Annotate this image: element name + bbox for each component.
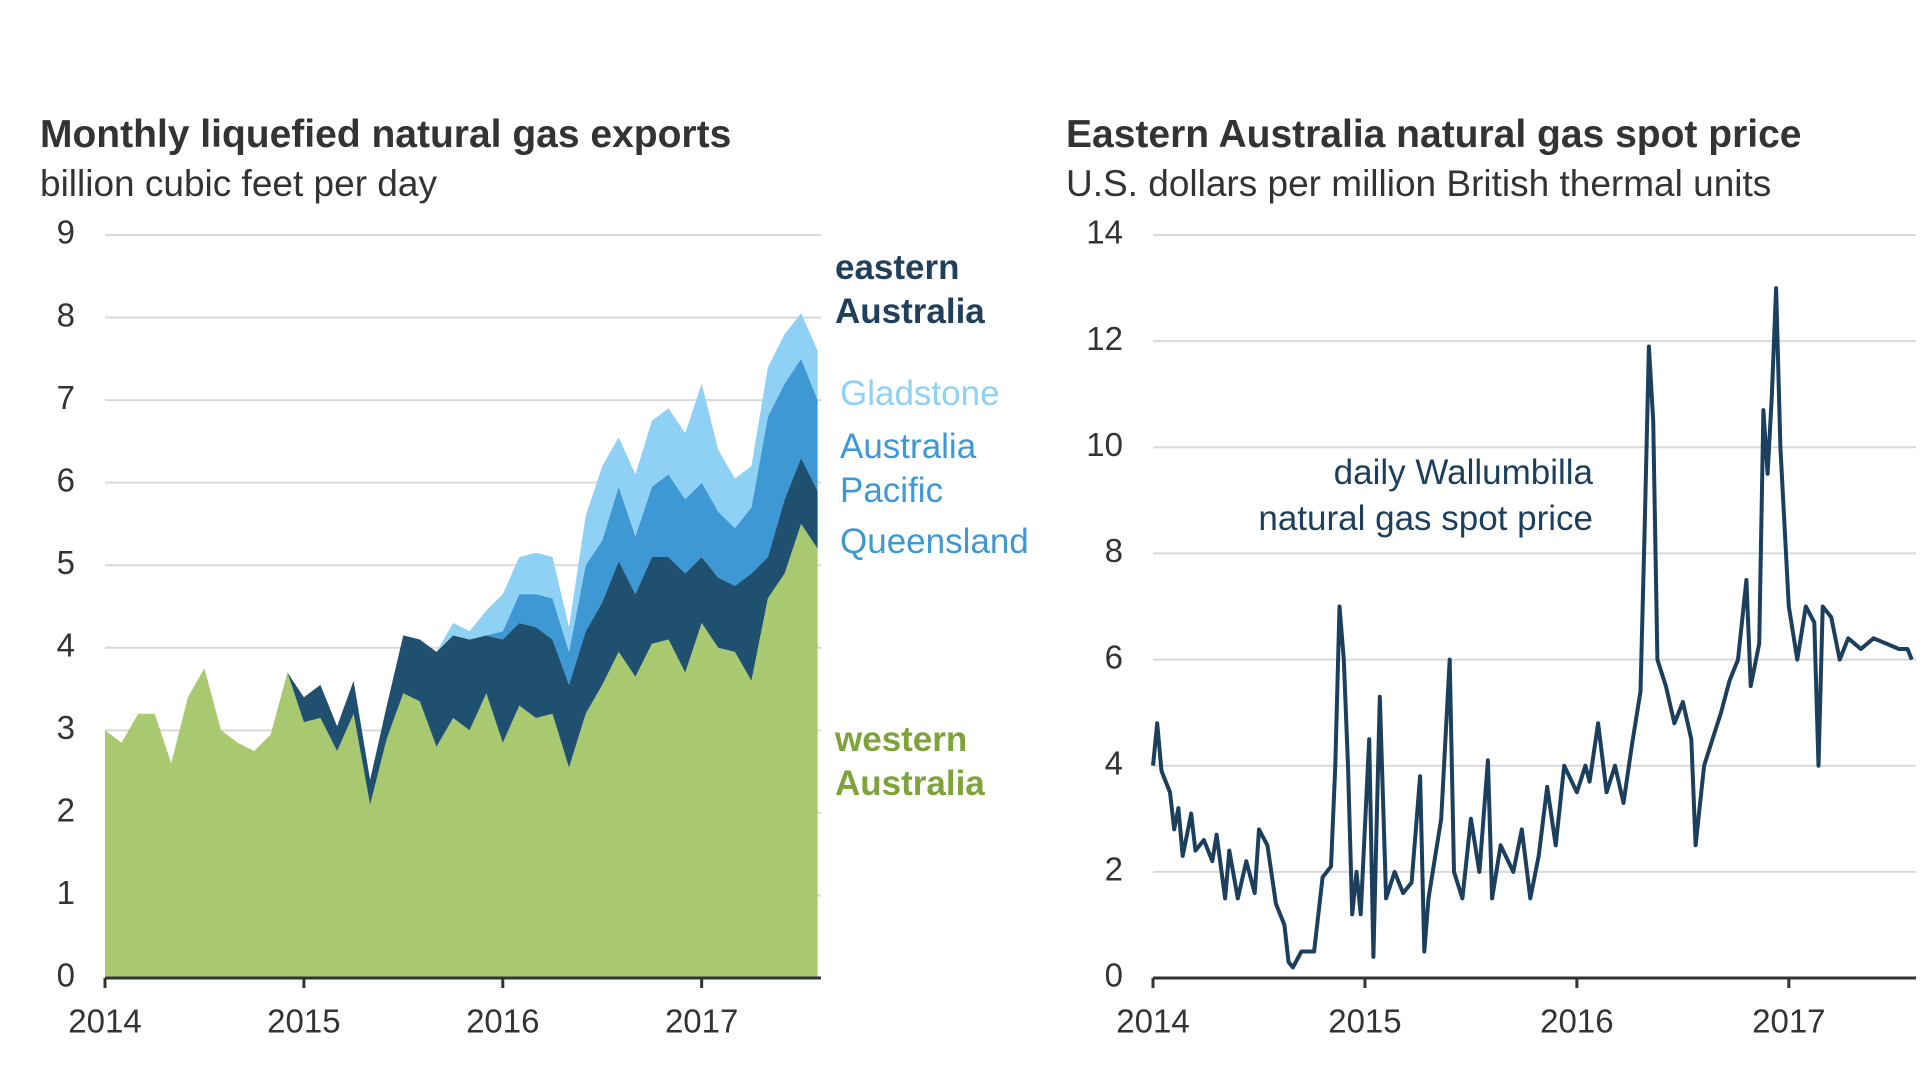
y-tick-label: 12 xyxy=(1086,320,1123,357)
area-series xyxy=(287,457,818,805)
x-tick-label: 2015 xyxy=(267,1003,340,1040)
y-tick-label: 7 xyxy=(57,379,75,416)
line-series xyxy=(1151,286,1914,970)
y-tick-label: 5 xyxy=(57,544,75,581)
y-tick-label: 1 xyxy=(57,874,75,911)
y-tick-label: 3 xyxy=(57,709,75,746)
y-tick-label: 4 xyxy=(57,626,75,663)
x-tick-label: 2017 xyxy=(1752,1003,1825,1040)
series-label: Gladstone xyxy=(840,374,1000,413)
x-tick-label: 2015 xyxy=(1328,1003,1401,1040)
x-tick-label: 2014 xyxy=(68,1003,141,1040)
area-series xyxy=(105,523,818,978)
marks xyxy=(105,313,818,978)
y-tick-label: 4 xyxy=(1105,744,1123,781)
y-tick-label: 0 xyxy=(57,957,75,994)
y-tick-label: 0 xyxy=(1105,957,1123,994)
annotation: daily Wallumbilla natural gas spot price xyxy=(1258,450,1593,542)
y-tick-label: 6 xyxy=(1105,638,1123,675)
chart-title: Monthly liquefied natural gas exports xyxy=(40,113,731,156)
y-tick-label: 10 xyxy=(1086,426,1123,463)
y-tick-label: 8 xyxy=(57,296,75,333)
series-label: Australia Pacific xyxy=(840,427,977,510)
y-tick-label: 2 xyxy=(57,792,75,829)
annotation-line: daily Wallumbilla xyxy=(1333,453,1593,492)
x-tick-label: 2016 xyxy=(1540,1003,1613,1040)
chart-subtitle: U.S. dollars per million British thermal… xyxy=(1066,163,1771,204)
x-tick-label: 2014 xyxy=(1116,1003,1189,1040)
y-tick-label: 9 xyxy=(57,214,75,251)
y-tick-label: 2 xyxy=(1105,851,1123,888)
y-tick-label: 14 xyxy=(1086,214,1123,251)
marks xyxy=(1151,286,1914,970)
area-series xyxy=(486,358,818,685)
chart-title: Eastern Australia natural gas spot price xyxy=(1066,113,1801,156)
x-tick-label: 2017 xyxy=(665,1003,738,1040)
x-tick-label: 2016 xyxy=(466,1003,539,1040)
series-label: Queensland xyxy=(840,522,1029,561)
series-label: western Australia xyxy=(835,720,985,803)
y-tick-label: 8 xyxy=(1105,532,1123,569)
annotation-line: natural gas spot price xyxy=(1258,499,1593,538)
annotation-label: eastern Australia xyxy=(835,248,985,331)
area-series xyxy=(436,313,818,652)
chart-subtitle: billion cubic feet per day xyxy=(40,163,437,204)
y-tick-label: 6 xyxy=(57,461,75,498)
